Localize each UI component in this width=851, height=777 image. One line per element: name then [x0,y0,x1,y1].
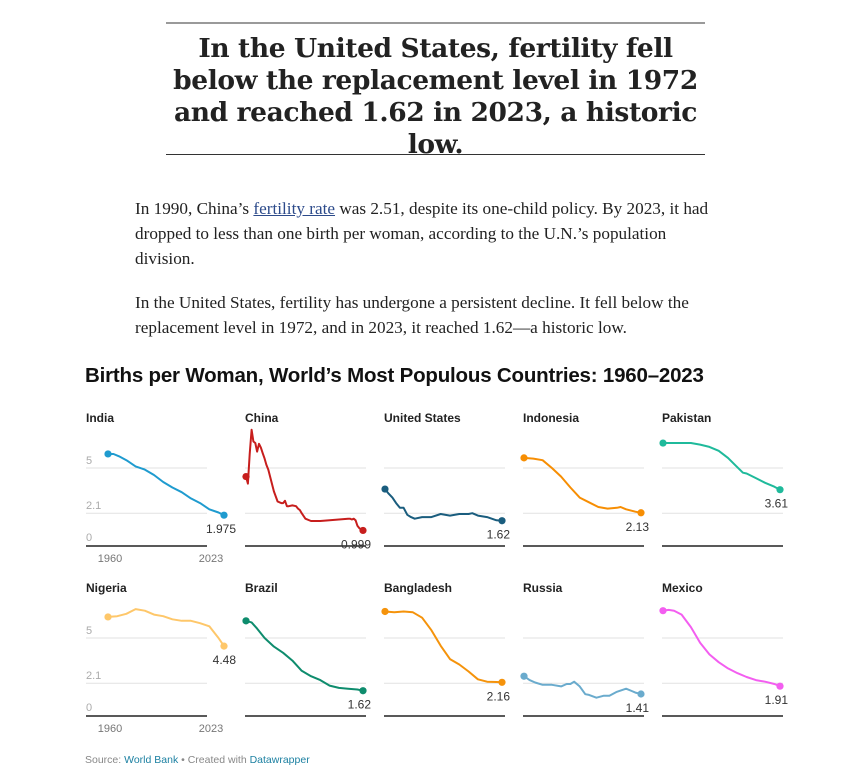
end-point [498,678,506,686]
end-value-label: 3.61 [765,497,789,511]
end-value-label: 4.48 [213,653,237,667]
y-tick-label: 2.1 [86,670,101,682]
fertility-rate-link[interactable]: fertility rate [253,199,336,218]
end-point [359,687,367,695]
panel-title-united-states: United States [384,411,461,425]
headline-bottom-rule [166,154,705,155]
x-tick-label: 1960 [98,553,122,565]
end-point [220,511,228,519]
series-line-india [107,453,225,517]
panel-title-china: China [245,411,279,425]
panel-title-indonesia: Indonesia [523,411,579,425]
series-line-indonesia [523,456,642,514]
series-line-china [245,428,364,532]
end-point [498,517,506,525]
end-point [776,682,784,690]
end-value-label: 1.41 [626,701,650,715]
series-line-mexico [662,608,781,688]
paragraph-china: In 1990, China’s fertility rate was 2.51… [135,196,725,271]
y-tick-label: 5 [86,625,92,637]
start-point [381,485,389,493]
start-point [104,450,112,458]
start-point [520,672,528,680]
end-value-label: 1.62 [348,698,372,712]
datawrapper-link[interactable]: Datawrapper [249,754,310,766]
chart-title: Births per Woman, World’s Most Populous … [85,364,704,387]
headline-top-rule [166,22,705,24]
end-point [776,486,784,494]
y-tick-label: 0 [86,532,92,544]
series-line-russia [523,675,642,699]
x-tick-label: 1960 [98,723,122,735]
panel-title-mexico: Mexico [662,581,703,595]
start-point [520,454,528,462]
end-point [220,642,228,650]
start-point [659,607,667,615]
panel-title-india: India [86,411,114,425]
end-value-label: 2.13 [626,520,650,534]
panel-title-pakistan: Pakistan [662,411,711,425]
y-tick-label: 0 [86,702,92,714]
x-tick-label: 2023 [199,553,223,565]
start-point [242,617,250,625]
start-point [381,607,389,616]
start-point [659,439,667,447]
panel-title-nigeria: Nigeria [86,581,127,595]
chart-source: Source: World Bank • Created with Datawr… [85,754,310,766]
panel-title-bangladesh: Bangladesh [384,581,452,595]
y-tick-label: 2.1 [86,500,101,512]
source-prefix: Source: [85,754,125,766]
panel-title-brazil: Brazil [245,581,278,595]
series-line-brazil [245,619,364,692]
end-value-label: 0.999 [341,537,371,551]
end-value-label: 1.975 [206,522,236,536]
end-point [637,690,645,698]
series-line-united-states [384,488,503,522]
world-bank-link[interactable]: World Bank [124,754,179,766]
x-tick-label: 2023 [199,723,223,735]
end-value-label: 1.62 [487,528,511,542]
paragraph-united-states: In the United States, fertility has unde… [135,293,689,337]
paragraph-text: In 1990, China’s [135,199,254,218]
paragraph-text: was 2.51, despite its one-child policy. … [135,199,709,268]
source-separator: • Created with [178,754,250,766]
end-point [359,526,367,535]
panel-title-russia: Russia [523,581,563,595]
end-value-label: 1.91 [765,693,789,707]
start-point [242,472,250,481]
series-line-pakistan [662,442,781,491]
end-point [637,509,645,517]
start-point [104,613,112,621]
y-tick-label: 5 [86,455,92,467]
end-value-label: 2.16 [487,689,511,703]
series-line-nigeria [107,608,225,648]
series-line-bangladesh [384,610,503,684]
